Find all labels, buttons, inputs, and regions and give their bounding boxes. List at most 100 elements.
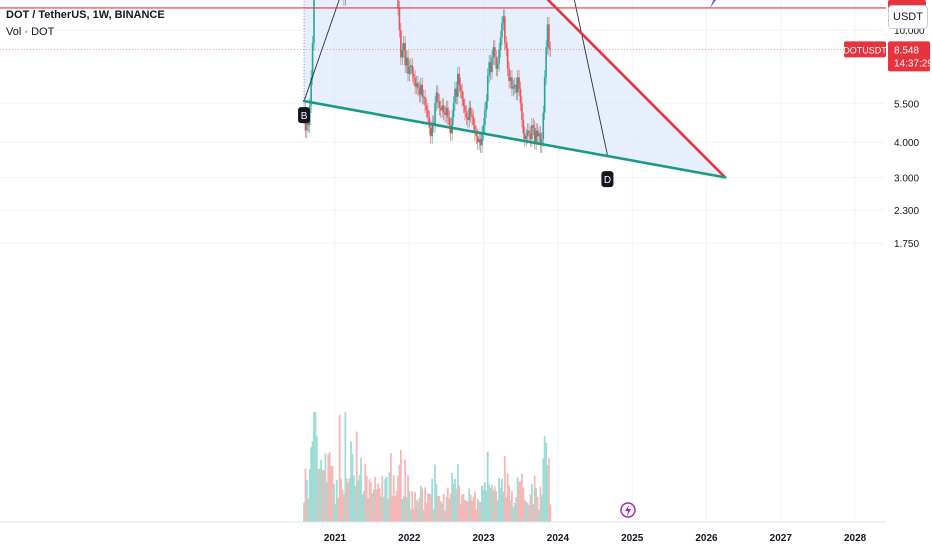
volume-bar <box>402 496 405 522</box>
volume-bar <box>387 498 389 522</box>
volume-bar <box>466 501 469 522</box>
volume-bar <box>518 481 520 522</box>
volume-bar <box>419 485 422 522</box>
candle <box>541 139 543 146</box>
volume-bar <box>377 483 379 522</box>
volume-bar <box>414 492 417 522</box>
volume-bar <box>323 470 325 522</box>
volume-bar <box>508 485 510 522</box>
candle <box>447 107 449 118</box>
candle <box>532 125 535 128</box>
volume-bar <box>469 494 472 522</box>
volume-bar <box>361 494 364 522</box>
candle <box>407 57 409 74</box>
time-axis-tick-label: 2021 <box>324 533 347 544</box>
volume-bar <box>384 479 387 522</box>
volume-bar <box>424 487 426 522</box>
price-axis-tick-label: 3.000 <box>894 173 919 184</box>
volume-bar <box>465 500 468 522</box>
time-axis[interactable] <box>0 522 886 550</box>
candle <box>462 98 465 106</box>
volume-bar <box>431 478 434 522</box>
candle <box>465 112 468 118</box>
candle <box>519 88 522 104</box>
candle <box>488 62 490 76</box>
volume-bar <box>452 483 455 522</box>
volume-bar <box>331 465 334 522</box>
candle <box>538 133 540 137</box>
currency-button[interactable]: USDT <box>888 5 928 29</box>
candle <box>404 43 406 66</box>
volume-bar <box>398 464 401 522</box>
candle <box>504 16 506 44</box>
volume-bar <box>495 491 498 522</box>
volume-bar <box>532 504 535 522</box>
volume-bar <box>485 490 488 522</box>
volume-bar <box>530 484 533 522</box>
candle <box>313 0 315 44</box>
volume-bar <box>411 491 414 522</box>
volume-bar <box>360 457 362 522</box>
volume-bar <box>505 497 508 522</box>
volume-bar <box>519 481 522 522</box>
candle <box>533 127 536 143</box>
volume-bar <box>343 494 345 522</box>
candle <box>464 105 466 113</box>
volume-bar <box>483 482 486 522</box>
volume-bar <box>395 491 398 522</box>
candle <box>518 77 520 89</box>
candle <box>466 117 469 120</box>
volume-bar <box>538 509 540 522</box>
candle <box>479 139 482 146</box>
volume-bar <box>448 498 451 522</box>
candle <box>411 65 414 74</box>
volume-bar <box>362 491 365 522</box>
volume-bar <box>340 478 342 522</box>
volume-bar <box>526 502 529 522</box>
volume-bar <box>515 497 518 522</box>
volume-bar <box>374 476 377 522</box>
volume-bar <box>364 463 367 522</box>
volume-bar <box>305 480 308 522</box>
volume-bar <box>488 484 491 522</box>
candle <box>311 43 314 78</box>
candle <box>408 67 411 74</box>
volume-bar <box>511 490 513 522</box>
volume-bar <box>516 477 519 522</box>
price-axis-tick-label: 4.000 <box>894 138 919 149</box>
candle <box>499 37 502 51</box>
volume-indicator-label[interactable]: Vol · DOT <box>6 26 55 38</box>
abcd-pattern-line <box>303 0 608 156</box>
volume-bar <box>525 501 528 522</box>
candle <box>502 16 505 24</box>
volume-bar <box>458 485 461 522</box>
volume-bar <box>371 493 374 522</box>
candle <box>525 136 527 140</box>
volume-bar <box>476 499 479 522</box>
volume-bar <box>491 484 493 522</box>
candle <box>455 88 458 97</box>
volume-bar <box>461 494 464 522</box>
candle <box>521 103 523 120</box>
volume-bar <box>321 469 324 522</box>
volume-bar <box>501 478 503 522</box>
candle <box>415 82 418 87</box>
volume-bar <box>341 489 344 522</box>
candle <box>418 88 421 95</box>
volume-bar <box>434 464 436 522</box>
candle <box>526 130 529 137</box>
candle <box>485 101 488 111</box>
candle <box>439 107 442 111</box>
last-price-value: 8.548 <box>894 45 919 56</box>
candle <box>424 96 426 106</box>
candle <box>400 30 402 58</box>
candle <box>449 125 452 134</box>
pattern-point-marker <box>298 107 311 124</box>
volume-bar <box>388 472 391 522</box>
candle <box>441 105 443 111</box>
price-axis[interactable] <box>886 0 932 550</box>
volume-bar <box>529 494 532 522</box>
candle <box>484 110 486 126</box>
volume-bar <box>428 493 431 522</box>
